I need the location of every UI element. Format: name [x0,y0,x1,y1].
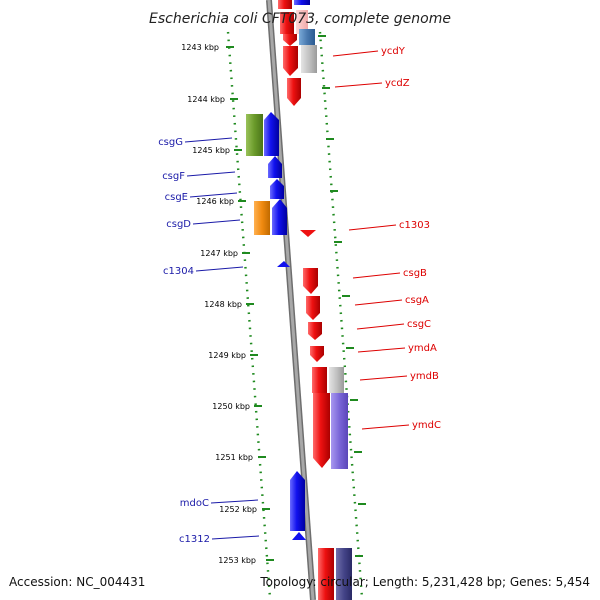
connector-ymdA [357,347,406,353]
gene-feature-csgC [308,322,322,340]
kbp-label: 1244 kbp [187,95,225,104]
kbp-label: 1246 kbp [196,197,234,206]
gene-feature [301,45,317,73]
gene-feature-csgF [268,156,282,178]
gene-feature-ycdY [283,34,297,46]
kbp-label: 1243 kbp [181,43,219,52]
kbp-tick-marks-left [226,46,274,561]
kbp-label: 1248 kbp [204,300,242,309]
connector-csgB [352,272,401,279]
right-dotted-guide [318,31,364,599]
gene-feature [336,548,352,600]
backbone-line [267,0,315,600]
kbp-label: 1253 kbp [218,556,256,565]
gene-label-ymdC[interactable]: ymdC [412,420,441,431]
connector-csgG [184,137,233,143]
gene-feature-c1304 [277,261,290,267]
gene-label-ycdY[interactable]: ycdY [381,46,406,57]
map-title: Escherichia coli CFT073, complete genome [149,11,451,27]
gene-feature-csgE [270,179,284,199]
gene-feature [278,0,292,9]
gene-feature-csgA [306,296,320,320]
connector-ycdY [332,50,379,57]
connector-mdoC [210,499,259,504]
gene-label-c1303[interactable]: c1303 [399,220,430,231]
reverse-label-connectors [184,137,260,540]
kbp-tick-marks-right [318,35,366,557]
kbp-label: 1247 kbp [200,249,238,258]
genome-summary-text: Topology: circular; Length: 5,231,428 bp… [259,575,590,589]
gene-feature [296,10,308,34]
connector-c1303 [348,224,397,231]
gene-label-csgA[interactable]: csgA [405,295,429,306]
kbp-label: 1250 kbp [212,402,250,411]
gene-feature [287,78,301,106]
gene-label-csgD[interactable]: csgD [166,219,191,230]
kbp-label: 1245 kbp [192,146,230,155]
gene-feature [329,367,344,393]
gene-feature [318,548,334,600]
gene-feature-c1312 [292,532,306,540]
gene-feature-ycdZ [283,46,298,76]
gene-label-csgB[interactable]: csgB [403,268,427,279]
gene-feature-csgD [272,199,287,235]
kbp-label: 1251 kbp [215,453,253,462]
gene-label-ycdZ[interactable]: ycdZ [385,78,410,89]
gene-label-csgE[interactable]: csgE [165,192,188,203]
gene-feature-ymdA [310,346,324,362]
genome-backbone [266,0,316,600]
connector-ymdB [359,375,408,381]
reverse-gene-labels: csgG csgF csgE csgD c1304 mdoC c1312 [158,137,210,545]
gene-label-c1312[interactable]: c1312 [179,534,210,545]
gene-feature-csgG-arrow [264,112,279,156]
connector-c1312 [211,535,260,540]
connector-csgF [186,171,236,177]
forward-gene-labels: ycdY ycdZ c1303 csgB csgA csgC ymdA ymdB… [381,46,441,431]
gene-features [246,0,352,600]
gene-feature-ymdB [312,367,327,393]
kbp-label: 1252 kbp [219,505,257,514]
connector-ycdZ [334,82,383,88]
gene-feature-c1303 [300,230,316,237]
gene-feature-mdoC [290,471,305,531]
gene-label-csgG[interactable]: csgG [158,137,183,148]
gene-label-c1304[interactable]: c1304 [163,266,194,277]
connector-csgA [354,299,403,306]
gene-feature [331,393,348,469]
gene-label-csgF[interactable]: csgF [162,171,185,182]
connector-c1304 [195,266,244,272]
accession-text: Accession: NC_004431 [9,575,145,589]
gene-feature-csgB [303,268,318,294]
connector-csgC [356,323,405,330]
gene-label-ymdA[interactable]: ymdA [408,343,437,354]
gene-feature [254,201,270,235]
kbp-labels: 1243 kbp 1244 kbp 1245 kbp 1246 kbp 1247… [181,43,257,565]
connector-csgD [192,219,241,225]
gene-feature [280,12,294,34]
forward-label-connectors [332,50,410,430]
gene-feature [299,29,315,45]
connector-ymdC [361,424,410,430]
gene-label-csgC[interactable]: csgC [407,319,431,330]
gene-feature-ymdC [313,393,330,468]
gene-label-ymdB[interactable]: ymdB [410,371,439,382]
gene-feature-csgG [246,114,263,156]
gene-label-mdoC[interactable]: mdoC [180,498,209,509]
kbp-label: 1249 kbp [208,351,246,360]
connector-csgE [189,192,238,198]
gene-feature [294,0,310,5]
